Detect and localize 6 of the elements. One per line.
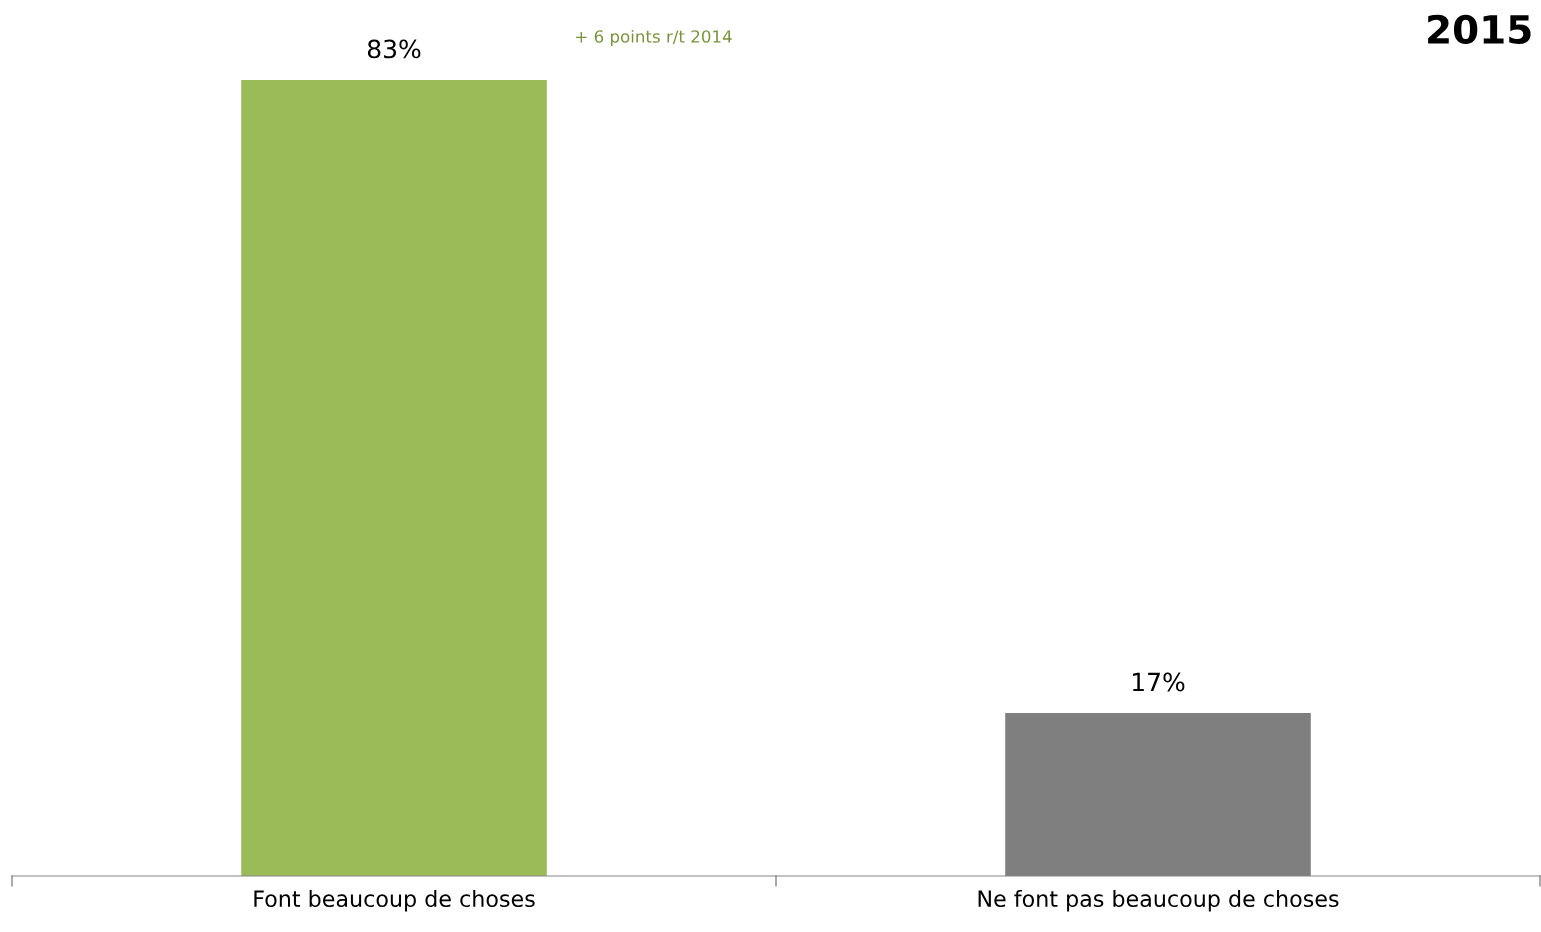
text: + 6 points r/t 2014 — [576, 29, 732, 47]
data-label: 83% — [367, 39, 421, 59]
data-label: 17% — [1132, 672, 1185, 692]
x-tick-label: Ne font pas beaucoup de choses — [978, 889, 1339, 912]
x-tick-label: Font beaucoup de choses — [254, 889, 535, 912]
chart-title: 2015 — [1428, 14, 1531, 45]
